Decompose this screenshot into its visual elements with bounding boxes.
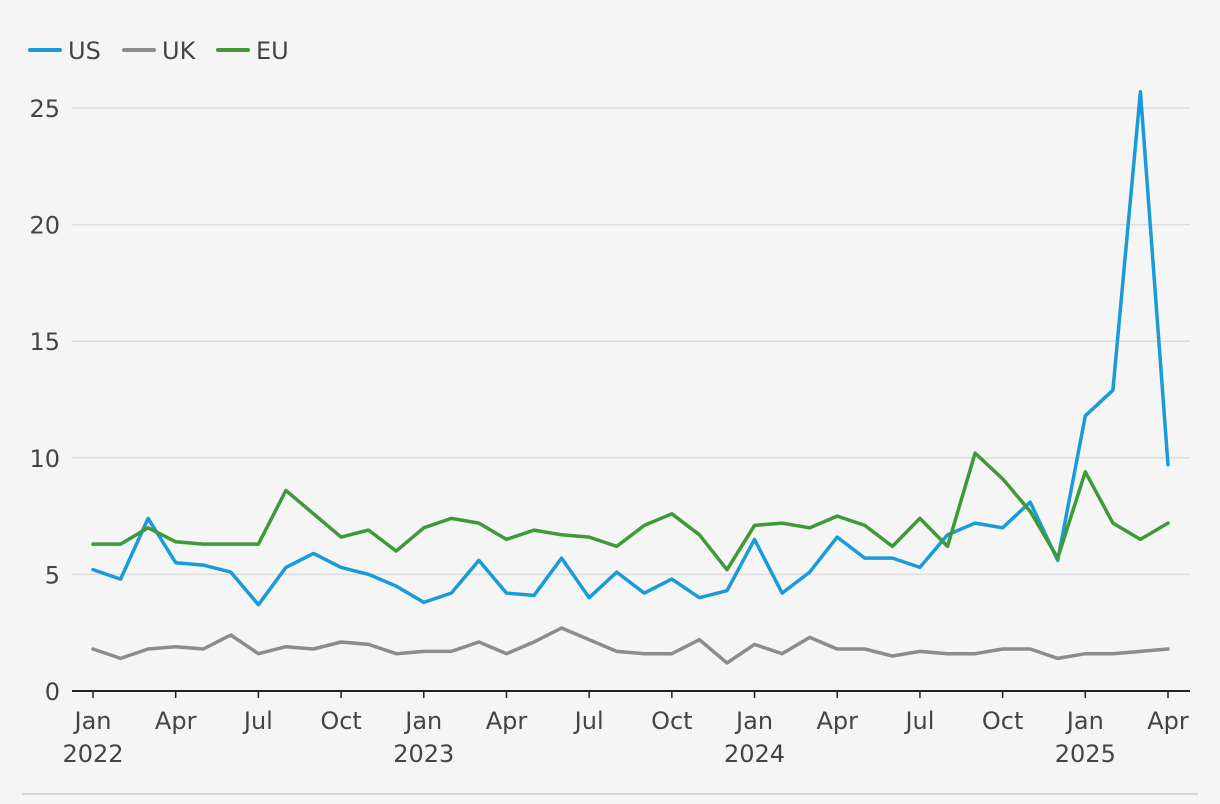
series-lines (91, 89, 1170, 665)
x-tick-label-month: Jan (1065, 707, 1104, 735)
x-tick-label-month: Jan (73, 707, 112, 735)
x-tick-label-month: Jan (734, 707, 773, 735)
x-axis-ticks: Jan 2022 Apr Jul Oct Jan 2023 Apr Jul Oct Jan 2024 A… (62, 691, 1189, 768)
x-tick-label-month: Oct (982, 707, 1024, 735)
y-tick-label: 20 (29, 212, 60, 240)
legend-label-uk: UK (162, 37, 197, 65)
legend-label-us: US (68, 37, 101, 65)
series-line-uk (91, 626, 1170, 665)
legend: US UK EU (28, 37, 289, 65)
x-tick-label-month: Apr (816, 707, 858, 735)
y-tick-label: 15 (29, 328, 60, 356)
y-tick-label: 5 (45, 561, 60, 589)
y-tick-label: 25 (29, 95, 60, 123)
y-tick-label: 0 (45, 678, 60, 706)
x-tick-label-year: 2025 (1055, 740, 1116, 768)
y-axis-ticks: 0 5 10 15 20 25 (29, 95, 60, 706)
series-line-us (91, 89, 1170, 607)
x-tick-label-month: Oct (651, 707, 693, 735)
legend-label-eu: EU (256, 37, 289, 65)
x-tick-label-year: 2023 (393, 740, 454, 768)
gridlines (72, 107, 1190, 576)
x-tick-label-month: Jul (903, 707, 934, 735)
y-tick-label: 10 (29, 445, 60, 473)
x-tick-label-month: Oct (320, 707, 362, 735)
x-tick-label-month: Jul (242, 707, 273, 735)
x-tick-label-month: Apr (1147, 707, 1189, 735)
x-tick-label-year: 2024 (724, 740, 785, 768)
series-line-eu (91, 451, 1170, 572)
x-tick-label-year: 2022 (62, 740, 123, 768)
x-tick-label-month: Apr (486, 707, 528, 735)
x-tick-label-month: Jan (403, 707, 442, 735)
x-tick-label-month: Apr (155, 707, 197, 735)
x-tick-label-month: Jul (573, 707, 604, 735)
